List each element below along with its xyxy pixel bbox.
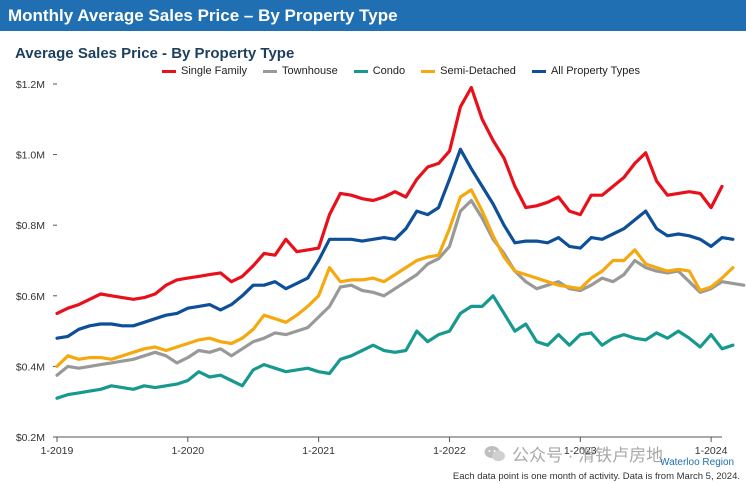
x-tick-label: 1-2024 [695,445,728,457]
legend-swatch [531,69,546,73]
y-tick-label: $0.4M [16,361,45,373]
header-banner: Monthly Average Sales Price – By Propert… [0,0,746,31]
y-tick-label: $0.2M [16,432,45,444]
legend-swatch [263,69,278,73]
series-line-condo [55,294,735,400]
legend-label: Semi-Detached [440,65,516,77]
legend-label: Single Family [181,65,248,77]
x-tick-label: 1-2022 [433,445,466,457]
series-line-all-property-types [55,147,735,340]
x-tick-label: 1-2019 [41,445,74,457]
chart-legend: Single Family Townhouse Condo Semi-Detached… [162,65,640,77]
footnote: Each data point is one month of activity… [452,471,740,482]
source-label: Waterloo Region [660,457,735,468]
series-line-single-family [55,85,724,315]
y-tick-label: $0.8M [16,220,45,232]
series-line-townhouse [55,198,746,377]
legend-swatch [421,69,436,73]
watermark: 公众号 · 滑铁卢房地 [484,441,663,466]
legend-item-condo: Condo [353,65,406,77]
series-line-semi-detached [55,188,735,368]
y-tick-label: $1.2M [16,79,45,91]
y-tick-label: $0.6M [16,291,45,303]
legend-label: Townhouse [282,65,338,77]
legend-label: Condo [372,65,406,77]
legend-swatch [353,69,368,73]
legend-item-single-family: Single Family [162,65,247,77]
chart-title: Average Sales Price - By Property Type [15,45,295,62]
x-tick-label: 1-2020 [171,445,204,457]
watermark-text: 公众号 · 滑铁卢房地 [512,446,664,465]
banner-title: Monthly Average Sales Price – By Propert… [8,6,398,25]
legend-item-townhouse: Townhouse [263,65,338,77]
legend-item-semi-detached: Semi-Detached [421,65,516,77]
legend-item-all-property-types: All Property Types [531,65,640,77]
x-tick-label: 1-2023 [564,445,597,457]
legend-label: All Property Types [550,65,640,77]
x-tick-label: 1-2021 [302,445,335,457]
y-tick-label: $1.0M [16,150,45,162]
legend-swatch [162,69,176,73]
wechat-icon [484,445,505,461]
